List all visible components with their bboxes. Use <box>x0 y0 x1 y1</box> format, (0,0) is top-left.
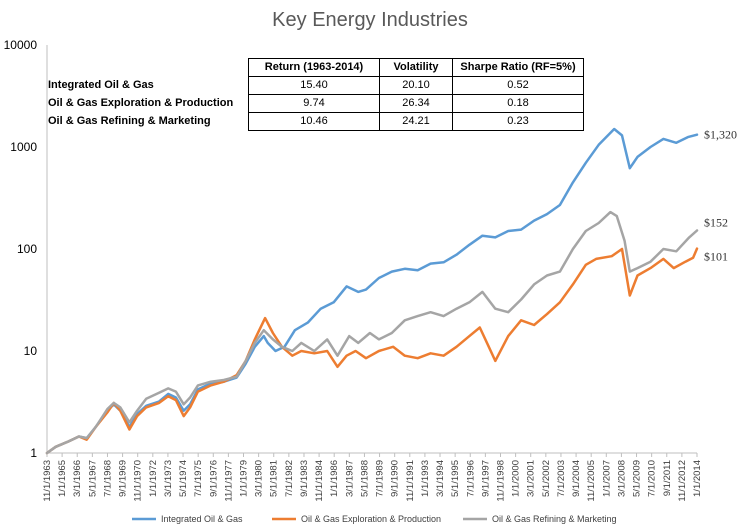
x-tick-label: 11/1/1984 <box>314 460 325 502</box>
x-tick-label: 3/1/1987 <box>344 460 355 497</box>
stats-cell-sharpe: 0.18 <box>452 94 584 113</box>
x-tick-label: 1/1/2014 <box>692 460 703 497</box>
plot-area: 1 10 100 1000 10000 11/1/1963 1/1/1965 3/1/1966… <box>4 38 737 502</box>
legend-label: Oil & Gas Exploration & Production <box>301 514 441 524</box>
stats-cell-volatility: 26.34 <box>379 94 453 113</box>
x-tick-label: 5/1/1995 <box>450 460 461 497</box>
stats-cell-sharpe: 0.52 <box>452 76 584 95</box>
x-tick-label: 1/1/1979 <box>239 460 250 497</box>
x-tick-label: 11/1/1977 <box>223 460 234 502</box>
legend: Integrated Oil & Gas Oil & Gas Exploratio… <box>132 514 617 524</box>
x-tick-label: 1/1/1972 <box>148 460 159 497</box>
legend-label: Oil & Gas Refining & Marketing <box>492 514 617 524</box>
x-tick-label: 11/1/1963 <box>42 460 53 502</box>
stats-row-label: Integrated Oil & Gas <box>48 79 154 91</box>
x-tick-label: 11/1/2005 <box>586 460 597 502</box>
y-tick-label: 1000 <box>10 140 37 154</box>
x-tick-label: 9/1/2011 <box>662 460 673 496</box>
stats-row: Oil & Gas Exploration & Production 9.74 … <box>44 94 584 113</box>
y-tick-label: 10 <box>24 344 38 358</box>
x-tick-label: 7/1/2003 <box>556 460 567 497</box>
x-tick-label: 5/1/1988 <box>359 460 370 497</box>
legend-label: Integrated Oil & Gas <box>161 514 243 524</box>
x-tick-label: 1/1/1986 <box>329 460 340 497</box>
stats-header-return: Return (1963-2014) <box>248 58 380 77</box>
x-tick-label: 3/1/2008 <box>616 460 627 497</box>
x-tick-label: 3/1/1973 <box>163 460 174 497</box>
x-tick-label: 3/1/1980 <box>254 460 265 497</box>
x-tick-label: 7/1/1989 <box>375 460 386 497</box>
series-end-label: $101 <box>704 250 728 264</box>
series-end-label: $152 <box>704 215 728 229</box>
x-tick-label: 5/1/2009 <box>632 460 643 497</box>
x-tick-label: 3/1/2001 <box>526 460 537 497</box>
x-tick-label: 7/1/1968 <box>102 460 113 497</box>
series-end-label: $1,320 <box>704 128 737 142</box>
x-tick-label: 5/1/2002 <box>541 460 552 497</box>
x-tick-label: 11/1/1991 <box>405 460 416 502</box>
x-tick-label: 7/1/1982 <box>284 460 295 497</box>
x-tick-label: 1/1/1993 <box>420 460 431 497</box>
y-tick-label: 1 <box>30 446 37 460</box>
x-tick-label: 11/1/1998 <box>495 460 506 502</box>
x-tick-label: 9/1/2004 <box>571 460 582 497</box>
stats-row: Integrated Oil & Gas 15.40 20.10 0.52 <box>44 76 584 95</box>
stats-cell-return: 10.46 <box>248 112 380 131</box>
x-tick-label: 1/1/2000 <box>511 460 522 497</box>
stats-cell-volatility: 20.10 <box>379 76 453 95</box>
series-line <box>45 127 699 455</box>
x-tick-label: 7/1/1996 <box>465 460 476 497</box>
stats-cell-sharpe: 0.23 <box>452 112 584 131</box>
stats-row-label: Oil & Gas Exploration & Production <box>48 97 234 109</box>
x-tick-label: 5/1/1974 <box>178 460 189 497</box>
x-tick-label: 9/1/1990 <box>390 460 401 497</box>
x-tick-label: 5/1/1967 <box>87 460 98 497</box>
x-tick-label: 9/1/1969 <box>118 460 129 497</box>
chart-title: Key Energy Industries <box>272 9 468 31</box>
stats-cell-volatility: 24.21 <box>379 112 453 131</box>
x-tick-label: 11/1/2012 <box>677 460 688 502</box>
stats-header-sharpe: Sharpe Ratio (RF=5%) <box>452 58 584 77</box>
x-tick-label: 9/1/1997 <box>480 460 491 497</box>
stats-cell-return: 9.74 <box>248 94 380 113</box>
stats-header-blank <box>44 59 249 77</box>
x-tick-label: 7/1/2010 <box>647 460 658 497</box>
x-tick-label: 1/1/1965 <box>57 460 68 497</box>
x-tick-label: 3/1/1994 <box>435 460 446 497</box>
x-tick-label: 3/1/1966 <box>72 460 83 497</box>
x-tick-label: 11/1/1970 <box>133 460 144 502</box>
stats-header-row: Return (1963-2014) Volatility Sharpe Rat… <box>44 58 584 77</box>
y-tick-label: 100 <box>17 242 37 256</box>
series-line <box>45 247 699 455</box>
stats-row-label: Oil & Gas Refining & Marketing <box>48 115 211 127</box>
y-tick-label: 10000 <box>4 38 38 52</box>
x-tick-label: 5/1/1981 <box>269 460 280 497</box>
x-tick-label: 9/1/1976 <box>208 460 219 497</box>
stats-row: Oil & Gas Refining & Marketing 10.46 24.… <box>44 112 584 131</box>
x-tick-label: 9/1/1983 <box>299 460 310 497</box>
stats-header-volatility: Volatility <box>379 58 453 77</box>
stats-table: Return (1963-2014) Volatility Sharpe Rat… <box>44 58 584 131</box>
stats-cell-return: 15.40 <box>248 76 380 95</box>
series-line <box>45 210 699 455</box>
x-tick-label: 1/1/2007 <box>601 460 612 497</box>
x-tick-label: 7/1/1975 <box>193 460 204 497</box>
